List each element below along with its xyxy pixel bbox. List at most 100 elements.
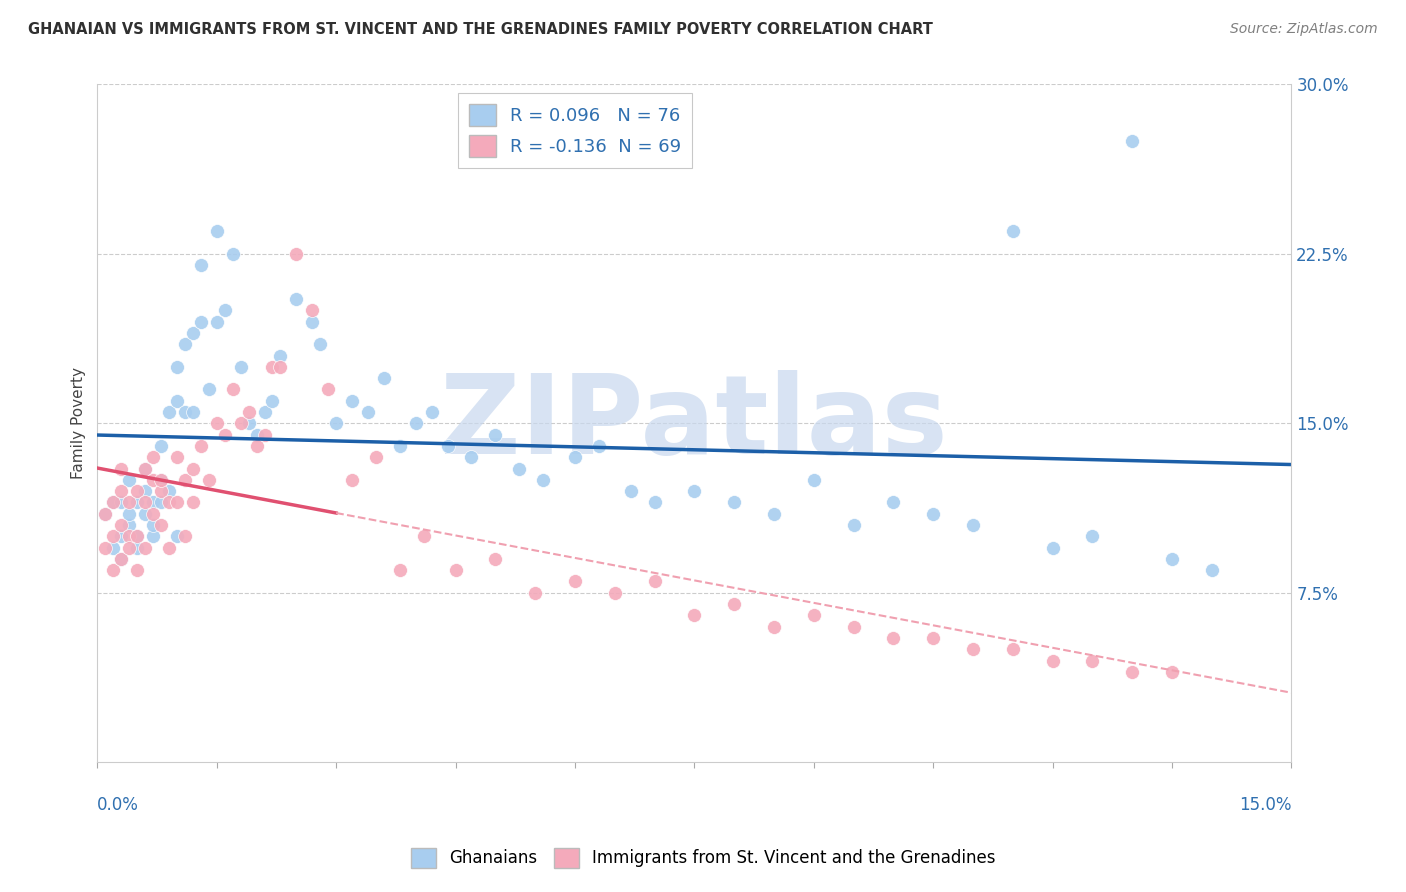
Point xyxy=(229,359,252,374)
Point xyxy=(842,620,865,634)
Point xyxy=(405,417,427,431)
Y-axis label: Family Poverty: Family Poverty xyxy=(72,368,86,479)
Point xyxy=(205,224,228,238)
Point xyxy=(603,586,626,600)
Point xyxy=(842,518,865,533)
Point xyxy=(190,315,212,329)
Point xyxy=(118,529,141,543)
Point xyxy=(262,359,284,374)
Point xyxy=(214,303,236,318)
Point xyxy=(118,518,141,533)
Point xyxy=(588,439,610,453)
Point xyxy=(531,473,554,487)
Text: 15.0%: 15.0% xyxy=(1239,796,1291,814)
Point xyxy=(157,405,180,419)
Point xyxy=(150,473,173,487)
Point xyxy=(245,439,267,453)
Point xyxy=(309,337,332,351)
Point xyxy=(229,417,252,431)
Point xyxy=(134,495,156,509)
Point xyxy=(340,393,363,408)
Point xyxy=(420,405,443,419)
Point xyxy=(110,495,132,509)
Point xyxy=(127,563,149,577)
Point xyxy=(388,563,411,577)
Point xyxy=(285,247,308,261)
Point xyxy=(214,427,236,442)
Point xyxy=(181,326,204,340)
Point xyxy=(127,495,149,509)
Point xyxy=(922,507,945,521)
Point xyxy=(134,461,156,475)
Point xyxy=(142,473,165,487)
Point xyxy=(316,383,339,397)
Point xyxy=(166,450,188,465)
Point xyxy=(94,541,117,555)
Point xyxy=(94,507,117,521)
Point xyxy=(174,529,197,543)
Point xyxy=(922,631,945,645)
Point xyxy=(103,529,125,543)
Point xyxy=(174,405,197,419)
Point xyxy=(110,529,132,543)
Point xyxy=(269,349,291,363)
Text: Source: ZipAtlas.com: Source: ZipAtlas.com xyxy=(1230,22,1378,37)
Point xyxy=(1081,654,1104,668)
Point xyxy=(190,258,212,272)
Point xyxy=(484,427,506,442)
Point xyxy=(1001,224,1024,238)
Point xyxy=(142,518,165,533)
Point xyxy=(269,359,291,374)
Point xyxy=(620,484,643,499)
Point xyxy=(181,405,204,419)
Point xyxy=(484,552,506,566)
Point xyxy=(1001,642,1024,657)
Point xyxy=(221,383,243,397)
Point xyxy=(340,473,363,487)
Point xyxy=(142,507,165,521)
Point xyxy=(460,450,482,465)
Point xyxy=(157,484,180,499)
Point xyxy=(134,461,156,475)
Point xyxy=(373,371,395,385)
Point xyxy=(1121,665,1143,679)
Point xyxy=(644,574,666,589)
Point xyxy=(181,495,204,509)
Point xyxy=(103,563,125,577)
Point xyxy=(174,473,197,487)
Point xyxy=(683,608,706,623)
Point xyxy=(1081,529,1104,543)
Point xyxy=(723,597,745,611)
Point xyxy=(110,461,132,475)
Point xyxy=(221,247,243,261)
Point xyxy=(118,507,141,521)
Point xyxy=(110,552,132,566)
Point xyxy=(127,541,149,555)
Point xyxy=(285,292,308,306)
Point xyxy=(882,495,904,509)
Point xyxy=(325,417,347,431)
Point xyxy=(174,337,197,351)
Point xyxy=(166,393,188,408)
Point xyxy=(962,642,984,657)
Point xyxy=(253,427,276,442)
Point xyxy=(118,541,141,555)
Point xyxy=(103,495,125,509)
Point xyxy=(962,518,984,533)
Point xyxy=(197,383,219,397)
Point xyxy=(1042,541,1064,555)
Point xyxy=(181,461,204,475)
Point xyxy=(142,495,165,509)
Point xyxy=(524,586,547,600)
Point xyxy=(150,495,173,509)
Point xyxy=(94,507,117,521)
Point xyxy=(436,439,458,453)
Legend: R = 0.096   N = 76, R = -0.136  N = 69: R = 0.096 N = 76, R = -0.136 N = 69 xyxy=(458,94,692,169)
Point xyxy=(103,495,125,509)
Point xyxy=(150,484,173,499)
Point xyxy=(564,450,586,465)
Point xyxy=(103,541,125,555)
Point xyxy=(127,484,149,499)
Point xyxy=(762,620,785,634)
Point xyxy=(205,417,228,431)
